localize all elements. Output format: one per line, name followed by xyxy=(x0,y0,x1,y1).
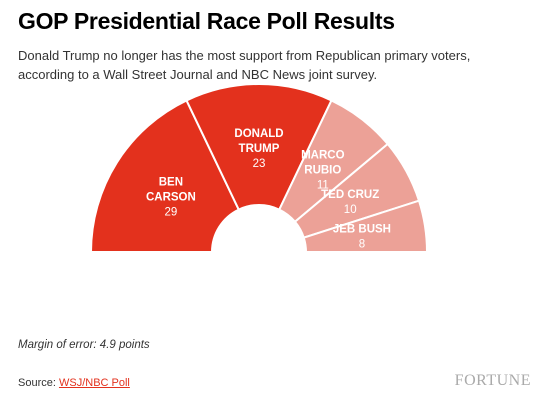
slice-name-label: BEN xyxy=(159,176,183,188)
fortune-logo: FORTUNE xyxy=(454,372,531,389)
source-link[interactable]: WSJ/NBC Poll xyxy=(58,377,130,389)
slice-value-label: 8 xyxy=(359,238,365,250)
slice-value-label: 23 xyxy=(253,158,266,170)
chart-subtitle: Donald Trump no longer has the most supp… xyxy=(18,48,471,82)
slice-name-label: DONALD xyxy=(234,128,283,140)
source-prefix: Source: xyxy=(18,377,59,389)
margin-of-error-note: Margin of error: 4.9 points xyxy=(18,339,150,351)
slice-name-label: TED CRUZ xyxy=(321,189,379,201)
source-line: Source: WSJ/NBC Poll xyxy=(18,377,130,389)
slice-value-label: 10 xyxy=(344,204,357,216)
slice-value-label: 29 xyxy=(164,206,177,218)
chart-title: GOP Presidential Race Poll Results xyxy=(18,8,395,34)
slice-1 xyxy=(185,83,333,211)
slice-0 xyxy=(89,99,241,253)
slice-name-label: TRUMP xyxy=(239,143,280,155)
slice-name-label: JEB BUSH xyxy=(333,223,391,235)
slice-name-label: CARSON xyxy=(146,191,196,203)
slice-value-label: 11 xyxy=(317,180,329,192)
slice-name-label: MARCO xyxy=(301,150,344,162)
slice-name-label: RUBIO xyxy=(304,165,341,177)
slice-4 xyxy=(302,199,429,253)
